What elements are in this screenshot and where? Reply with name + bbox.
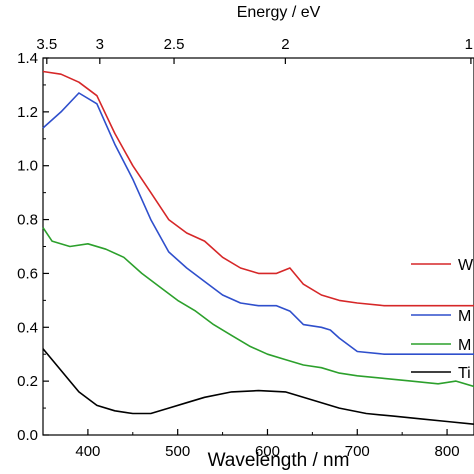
- x-tick-label: 400: [75, 443, 100, 460]
- y-tick-label: 1.2: [17, 104, 38, 121]
- x-tick-label: 800: [435, 443, 460, 460]
- legend-label: W: [458, 257, 474, 274]
- x-tick-label: 600: [255, 443, 280, 460]
- y-tick-label: 0.0: [17, 427, 38, 444]
- top-tick-label: 3: [96, 36, 104, 53]
- y-tick-label: 1.0: [17, 158, 38, 175]
- top-tick-label: 1.: [465, 36, 474, 53]
- y-tick-label: 1.4: [17, 50, 38, 67]
- y-tick-label: 0.8: [17, 212, 38, 229]
- axes-layer: 400 500 600 700 8000.00.20.40.60.81.01.21.43…: [17, 36, 474, 460]
- top-tick-label: 2.5: [164, 36, 185, 53]
- x-axis-label: Wavelength / nm: [208, 450, 350, 471]
- legend-label: Ti: [458, 365, 471, 382]
- y-tick-label: 0.4: [17, 319, 38, 336]
- plot-area: [42, 57, 474, 436]
- top-axis-label: Energy / eV: [237, 4, 321, 21]
- x-tick-label: 500: [165, 443, 190, 460]
- top-tick-label: 2: [281, 36, 289, 53]
- series-line-1: [42, 92, 474, 355]
- x-tick-label: 700: [345, 443, 370, 460]
- series-line-0: [42, 70, 474, 307]
- y-tick-label: 0.2: [17, 373, 38, 390]
- plot-frame: [42, 57, 474, 436]
- y-tick-label: 0.6: [17, 265, 38, 282]
- legend: W MM Ti: [411, 257, 474, 382]
- series-layer: [42, 70, 474, 425]
- series-line-2: [42, 227, 474, 388]
- top-tick-label: 3.5: [36, 36, 57, 53]
- series-line-3: [42, 348, 474, 425]
- legend-label: M: [458, 337, 471, 354]
- legend-label: M: [458, 308, 471, 325]
